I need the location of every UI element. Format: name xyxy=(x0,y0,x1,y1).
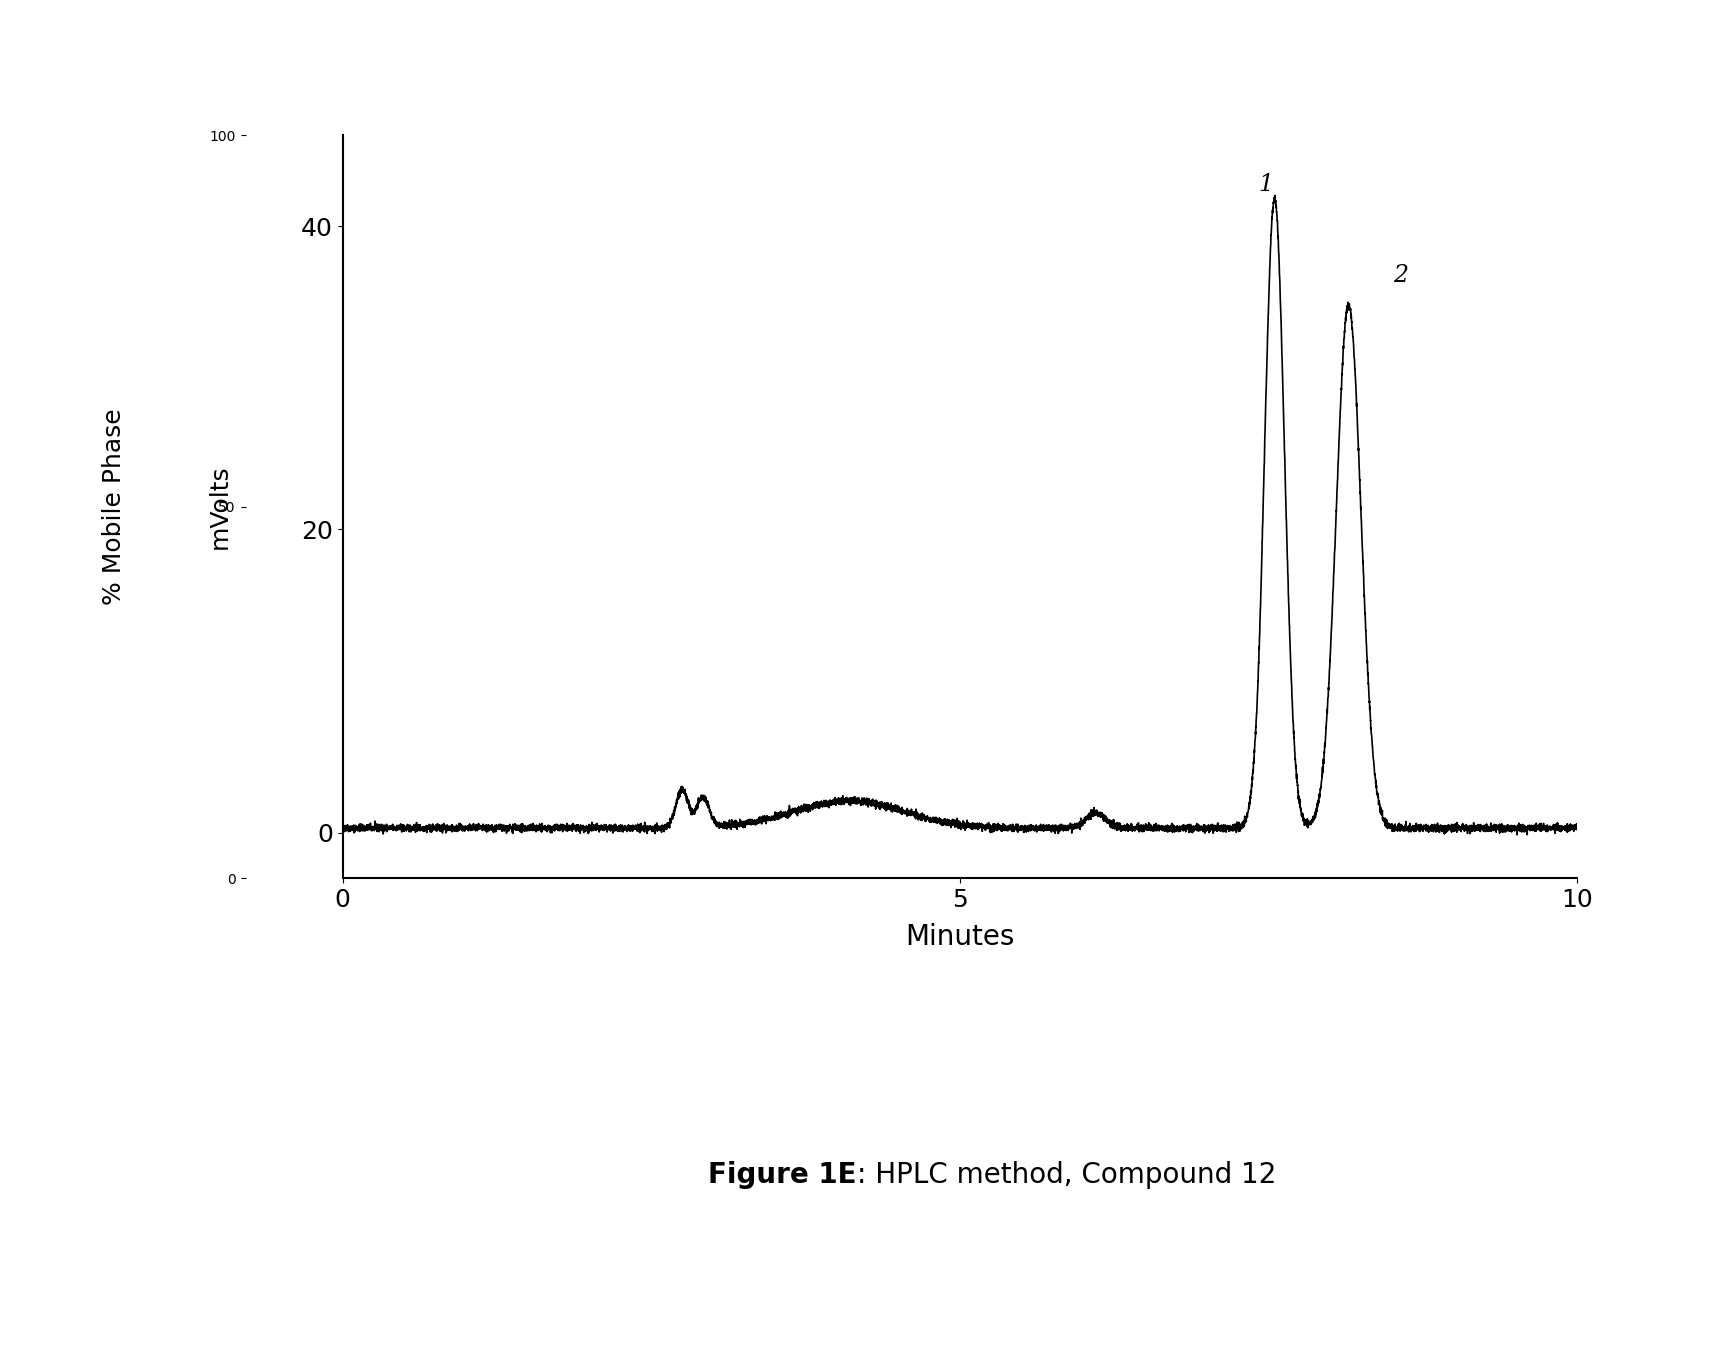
Text: 2: 2 xyxy=(1393,263,1407,286)
Text: 1: 1 xyxy=(1258,173,1274,196)
Text: : HPLC method, Compound 12: : HPLC method, Compound 12 xyxy=(857,1162,1277,1189)
Y-axis label: mVolts: mVolts xyxy=(207,465,231,549)
Text: Figure 1E: Figure 1E xyxy=(708,1162,857,1189)
Y-axis label: % Mobile Phase: % Mobile Phase xyxy=(103,408,127,605)
X-axis label: Minutes: Minutes xyxy=(905,923,1015,951)
